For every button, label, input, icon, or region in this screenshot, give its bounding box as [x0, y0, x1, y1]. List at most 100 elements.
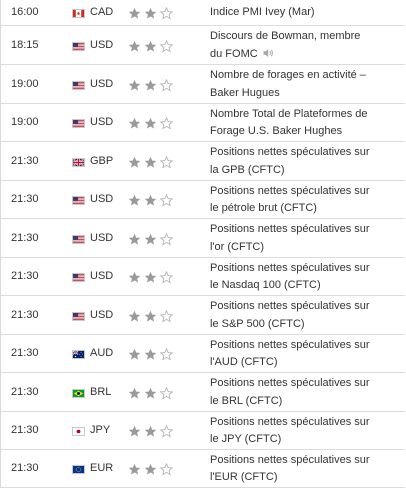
event-time: 21:30 — [11, 424, 39, 436]
table-row[interactable]: 21:30 GBP Positions nettes spéculatives su… — [1, 142, 405, 181]
star-filled-icon — [144, 348, 157, 361]
table-row[interactable]: 21:30 USD Positions nettes spéculatives su… — [1, 296, 405, 335]
event-name[interactable]: Positions nettes spéculatives sur le Nasd… — [210, 260, 402, 295]
table-row[interactable]: 16:00 CAD Indice PMI Ivey (Mar) — [1, 0, 405, 26]
event-time: 21:30 — [11, 462, 39, 474]
event-name[interactable]: Positions nettes spéculatives sur la GPB … — [210, 144, 402, 179]
event-name-line: le BRL (CFTC) — [210, 394, 283, 407]
event-name-line: l'AUD (CFTC) — [210, 356, 278, 368]
table-row[interactable]: 21:30 USD Positions nettes spéculatives su… — [1, 181, 405, 219]
table-row[interactable]: 19:00 USD Nombre de forages en activité – B… — [1, 65, 405, 104]
uk-flag-icon — [72, 157, 85, 167]
star-empty-icon — [160, 309, 173, 323]
star-filled-icon — [128, 156, 141, 169]
event-name[interactable]: Positions nettes spéculatives sur l'AUD (… — [210, 337, 402, 372]
event-name-line: la GPB (CFTC) — [210, 163, 285, 176]
table-row[interactable]: 21:30 USD Positions nettes spéculatives su… — [1, 258, 405, 296]
event-name[interactable]: Positions nettes spéculatives sur le pétr… — [210, 183, 402, 218]
star-empty-icon — [160, 232, 173, 246]
table-row[interactable]: 21:30 BRL Positions nettes spéculatives su… — [1, 373, 405, 412]
eu-flag-icon — [72, 465, 85, 474]
event-time: 21:30 — [11, 385, 39, 398]
importance-rating — [128, 386, 176, 400]
table-row[interactable]: 21:30 JPY Positions nettes spéculatives su… — [1, 412, 405, 450]
star-filled-icon — [144, 310, 157, 323]
event-name-line: Discours de Bowman, membre — [210, 30, 361, 42]
importance-rating — [128, 271, 176, 284]
event-name[interactable]: Positions nettes spéculatives sur le S&P … — [210, 298, 402, 333]
event-name[interactable]: Positions nettes spéculatives sur le BRL … — [210, 375, 402, 410]
currency-code: USD — [90, 116, 114, 128]
table-row[interactable]: 18:15 USD Discours de Bowman, membre du FOM… — [1, 26, 405, 65]
star-filled-icon — [144, 387, 157, 400]
usa-flag-icon — [72, 311, 85, 321]
star-empty-icon — [160, 39, 173, 53]
star-empty-icon — [160, 78, 173, 92]
event-name-line: Indice PMI Ivey (Mar) — [210, 6, 315, 19]
currency-code: BRL — [90, 385, 112, 398]
currency-code: USD — [90, 270, 114, 282]
importance-rating — [128, 232, 176, 246]
event-name-line: l'EUR (CFTC) — [210, 471, 278, 483]
star-filled-icon — [128, 271, 141, 284]
star-empty-icon — [160, 7, 173, 20]
star-filled-icon — [144, 194, 157, 207]
importance-rating — [128, 78, 176, 92]
table-row[interactable]: 19:00 USD Nombre Total de Plateformes de Fo… — [1, 104, 405, 142]
event-name-line: Baker Hugues — [210, 86, 280, 99]
currency-code: AUD — [90, 347, 114, 359]
importance-rating — [128, 155, 176, 169]
event-name[interactable]: Positions nettes spéculatives sur l'EUR (… — [210, 452, 402, 487]
importance-rating — [128, 425, 176, 438]
usa-flag-icon — [72, 41, 85, 51]
event-name-line: Positions nettes spéculatives sur — [210, 415, 370, 428]
event-name[interactable]: Indice PMI Ivey (Mar) — [210, 4, 402, 22]
speaker-icon — [263, 48, 274, 58]
event-name-line: Nombre Total de Plateformes de — [210, 107, 368, 120]
event-time: 21:30 — [11, 270, 39, 282]
star-empty-icon — [160, 117, 173, 130]
brazil-flag-icon — [72, 388, 85, 398]
event-name-line: Positions nettes spéculatives sur — [210, 146, 370, 158]
currency-code: GBP — [90, 154, 114, 167]
event-time: 19:00 — [11, 77, 39, 90]
star-filled-icon — [144, 233, 157, 246]
currency-code: CAD — [90, 6, 114, 18]
importance-rating — [128, 39, 176, 53]
currency-code: USD — [90, 38, 114, 51]
star-empty-icon — [160, 425, 173, 438]
star-filled-icon — [144, 7, 157, 20]
event-name[interactable]: Positions nettes spéculatives sur le JPY … — [210, 414, 402, 449]
star-filled-icon — [128, 463, 141, 476]
table-row[interactable]: 21:30 USD Positions nettes spéculatives su… — [1, 219, 405, 258]
star-filled-icon — [128, 7, 141, 20]
star-filled-icon — [128, 310, 141, 323]
event-name[interactable]: Positions nettes spéculatives sur l'or (C… — [210, 221, 402, 256]
usa-flag-icon — [72, 234, 85, 244]
event-time: 21:30 — [11, 231, 39, 244]
star-filled-icon — [128, 79, 141, 92]
usa-flag-icon — [72, 119, 85, 128]
star-empty-icon — [160, 348, 173, 361]
star-filled-icon — [128, 348, 141, 361]
importance-rating — [128, 348, 176, 361]
currency-code: EUR — [90, 462, 114, 474]
star-filled-icon — [144, 271, 157, 284]
event-name[interactable]: Nombre Total de Plateformes de Forage U.S… — [210, 106, 402, 141]
star-empty-icon — [160, 155, 173, 169]
event-name-line: Positions nettes spéculatives sur — [210, 338, 370, 351]
star-filled-icon — [144, 40, 157, 53]
event-time: 19:00 — [11, 116, 39, 128]
star-filled-icon — [144, 463, 157, 476]
event-time: 16:00 — [11, 6, 39, 18]
currency-code: JPY — [90, 424, 111, 436]
event-name-line: le pétrole brut (CFTC) — [210, 202, 317, 214]
event-name[interactable]: Nombre de forages en activité – Baker Hug… — [210, 67, 402, 102]
table-row[interactable]: 21:30 AUD Positions nettes spéculatives su… — [1, 335, 405, 373]
event-time: 21:30 — [11, 193, 39, 205]
table-row[interactable]: 21:30 EUR Positions nettes spéculatives su… — [1, 450, 405, 488]
australia-flag-icon — [72, 350, 85, 359]
event-name[interactable]: Discours de Bowman, membre du FOMC — [210, 28, 402, 63]
currency-code: USD — [90, 308, 114, 321]
